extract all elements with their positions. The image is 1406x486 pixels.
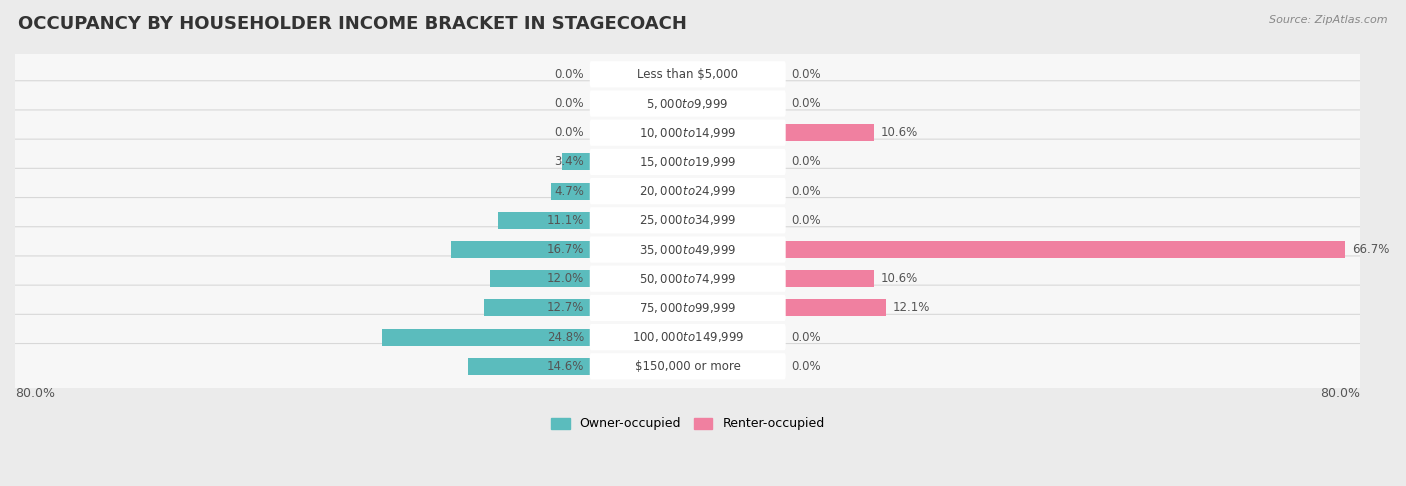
- Text: $5,000 to $9,999: $5,000 to $9,999: [647, 97, 728, 110]
- Text: 12.1%: 12.1%: [893, 301, 931, 314]
- Text: $150,000 or more: $150,000 or more: [634, 360, 741, 373]
- Bar: [382, 329, 591, 346]
- Text: OCCUPANCY BY HOUSEHOLDER INCOME BRACKET IN STAGECOACH: OCCUPANCY BY HOUSEHOLDER INCOME BRACKET …: [18, 15, 688, 33]
- Text: Less than $5,000: Less than $5,000: [637, 68, 738, 81]
- FancyBboxPatch shape: [8, 285, 1367, 330]
- Text: 14.6%: 14.6%: [547, 360, 585, 373]
- FancyBboxPatch shape: [8, 197, 1367, 243]
- FancyBboxPatch shape: [589, 295, 786, 321]
- Text: 10.6%: 10.6%: [880, 126, 918, 139]
- Text: $35,000 to $49,999: $35,000 to $49,999: [638, 243, 737, 257]
- Bar: [785, 270, 873, 287]
- Text: 0.0%: 0.0%: [792, 330, 821, 344]
- FancyBboxPatch shape: [589, 236, 786, 262]
- Text: 4.7%: 4.7%: [554, 185, 585, 198]
- FancyBboxPatch shape: [589, 324, 786, 350]
- Text: 0.0%: 0.0%: [792, 360, 821, 373]
- Text: 3.4%: 3.4%: [554, 156, 585, 169]
- FancyBboxPatch shape: [8, 314, 1367, 360]
- Text: 10.6%: 10.6%: [880, 272, 918, 285]
- Text: 24.8%: 24.8%: [547, 330, 585, 344]
- Text: 11.1%: 11.1%: [547, 214, 585, 227]
- Bar: [551, 183, 591, 200]
- Bar: [484, 299, 591, 316]
- Text: $20,000 to $24,999: $20,000 to $24,999: [638, 184, 737, 198]
- FancyBboxPatch shape: [8, 168, 1367, 214]
- Text: 80.0%: 80.0%: [1320, 387, 1361, 400]
- Bar: [491, 270, 591, 287]
- Text: 80.0%: 80.0%: [15, 387, 55, 400]
- Bar: [785, 299, 886, 316]
- FancyBboxPatch shape: [589, 90, 786, 117]
- FancyBboxPatch shape: [589, 265, 786, 292]
- Bar: [785, 124, 873, 141]
- FancyBboxPatch shape: [589, 120, 786, 146]
- Bar: [468, 358, 591, 375]
- Text: $100,000 to $149,999: $100,000 to $149,999: [631, 330, 744, 344]
- Text: 0.0%: 0.0%: [554, 97, 585, 110]
- Bar: [450, 241, 591, 258]
- FancyBboxPatch shape: [589, 149, 786, 175]
- Text: 0.0%: 0.0%: [792, 156, 821, 169]
- FancyBboxPatch shape: [589, 353, 786, 380]
- Bar: [498, 212, 591, 229]
- FancyBboxPatch shape: [8, 52, 1367, 97]
- Text: $75,000 to $99,999: $75,000 to $99,999: [638, 301, 737, 315]
- FancyBboxPatch shape: [8, 139, 1367, 185]
- Text: 0.0%: 0.0%: [554, 126, 585, 139]
- Text: 12.0%: 12.0%: [547, 272, 585, 285]
- Text: 16.7%: 16.7%: [547, 243, 585, 256]
- Text: $50,000 to $74,999: $50,000 to $74,999: [638, 272, 737, 286]
- FancyBboxPatch shape: [8, 81, 1367, 126]
- Text: 0.0%: 0.0%: [554, 68, 585, 81]
- Bar: [785, 241, 1346, 258]
- Legend: Owner-occupied, Renter-occupied: Owner-occupied, Renter-occupied: [546, 413, 830, 435]
- Text: 0.0%: 0.0%: [792, 185, 821, 198]
- Text: 0.0%: 0.0%: [792, 68, 821, 81]
- FancyBboxPatch shape: [589, 178, 786, 204]
- FancyBboxPatch shape: [589, 207, 786, 233]
- Text: 0.0%: 0.0%: [792, 214, 821, 227]
- FancyBboxPatch shape: [8, 227, 1367, 272]
- Text: 66.7%: 66.7%: [1353, 243, 1389, 256]
- FancyBboxPatch shape: [8, 110, 1367, 156]
- FancyBboxPatch shape: [8, 344, 1367, 389]
- Text: Source: ZipAtlas.com: Source: ZipAtlas.com: [1270, 15, 1388, 25]
- Text: $25,000 to $34,999: $25,000 to $34,999: [638, 213, 737, 227]
- Bar: [562, 154, 591, 171]
- Text: 12.7%: 12.7%: [547, 301, 585, 314]
- Text: $15,000 to $19,999: $15,000 to $19,999: [638, 155, 737, 169]
- FancyBboxPatch shape: [589, 61, 786, 87]
- Text: 0.0%: 0.0%: [792, 97, 821, 110]
- Text: $10,000 to $14,999: $10,000 to $14,999: [638, 126, 737, 139]
- FancyBboxPatch shape: [8, 256, 1367, 301]
